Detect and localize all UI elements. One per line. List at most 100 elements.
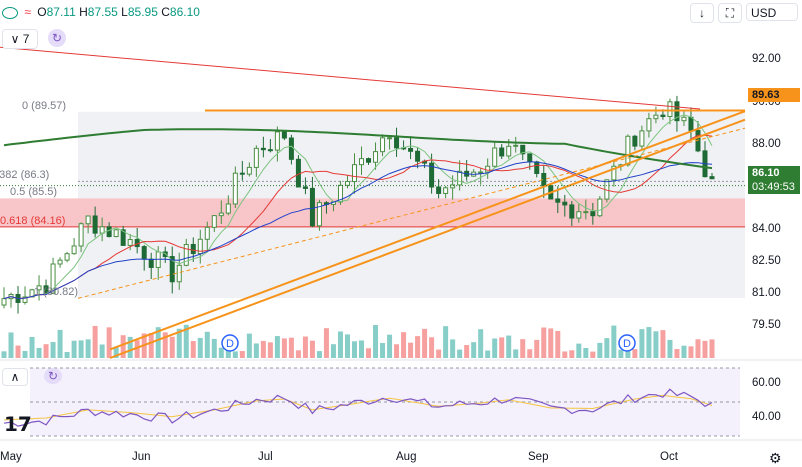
candle	[597, 198, 603, 217]
volume-bar	[183, 324, 189, 358]
volume-bar	[443, 326, 449, 358]
chevron-up-icon: ∧	[10, 370, 20, 384]
candle	[359, 158, 365, 166]
ma-short-line	[3, 114, 713, 300]
indicator-toggle[interactable]: ∨ 7	[2, 29, 38, 49]
dividend-label: D	[623, 338, 631, 350]
candle	[344, 181, 350, 186]
volume-bar	[246, 333, 252, 358]
volume-bar	[274, 336, 280, 358]
ma-long-line	[3, 128, 713, 170]
candle	[534, 161, 540, 174]
currency-button[interactable]: USD	[746, 3, 798, 21]
high-value: 87.55	[87, 5, 118, 19]
dividend-label: D	[226, 338, 234, 350]
volume-bar	[695, 339, 701, 358]
rsi-refresh-icon[interactable]: ↻	[44, 368, 62, 384]
resistance-trendline	[0, 46, 701, 110]
candle	[1, 298, 7, 306]
x-tick-label: Aug	[396, 451, 417, 463]
candle	[78, 223, 84, 247]
volume-bar	[618, 349, 624, 358]
volume-bar	[253, 343, 259, 358]
volume-bar	[190, 341, 196, 358]
volume-bar	[632, 349, 638, 358]
y-tick-label: 81.00	[752, 287, 781, 300]
volume-bar	[506, 335, 512, 358]
volume-bar	[534, 339, 540, 358]
volume-bar	[8, 332, 14, 358]
volume-bar	[29, 336, 35, 358]
volume-bar	[492, 338, 498, 358]
candle	[653, 114, 659, 120]
fib-level-label: 1 (80.82)	[34, 285, 79, 298]
candle	[225, 203, 231, 214]
candle	[197, 238, 203, 255]
candle	[429, 162, 435, 188]
volume-bar	[204, 331, 210, 358]
candle	[253, 147, 259, 168]
volume-bar	[576, 343, 582, 358]
candle	[204, 226, 210, 240]
volume-bar	[22, 350, 28, 358]
download-button[interactable]: ↓	[690, 3, 714, 23]
close-value: 86.10	[169, 5, 200, 19]
volume-bar	[513, 349, 519, 358]
candle	[646, 118, 652, 132]
candle	[190, 243, 196, 255]
candle	[246, 166, 252, 175]
rsi-toggle[interactable]: ∧	[2, 368, 28, 386]
x-tick-label: Oct	[660, 451, 678, 463]
volume-bar	[555, 330, 561, 358]
volume-bar	[394, 344, 400, 358]
x-tick-label: Jul	[258, 451, 273, 463]
candle	[415, 150, 421, 162]
volume-bar	[569, 350, 575, 358]
candle	[302, 186, 308, 189]
volume-bar	[99, 344, 105, 358]
volume-bar	[429, 337, 435, 358]
candle	[351, 164, 357, 183]
candle	[611, 165, 617, 181]
volume-bar	[78, 340, 84, 358]
low-value: 85.95	[127, 5, 158, 19]
top-bar: ≈ O87.11 H87.55 L85.95 C86.10 ↓ ⛶ USD	[0, 0, 802, 26]
volume-bar	[583, 347, 589, 358]
y-tick-label: 79.50	[752, 319, 781, 332]
countdown-tag: 03:49:53	[748, 180, 800, 194]
candle	[709, 176, 715, 180]
y-tick-label: 82.50	[752, 255, 781, 268]
volume-bar	[155, 327, 161, 358]
volume-bar	[337, 331, 343, 358]
volume-bar	[218, 347, 224, 358]
ma-blue-line	[3, 161, 713, 300]
volume-bar	[162, 332, 168, 358]
settings-icon[interactable]: ⚙	[769, 450, 782, 466]
volume-bar	[541, 327, 547, 358]
refresh-icon[interactable]: ↻	[48, 29, 66, 47]
volume-bar	[211, 338, 217, 358]
volume-bar	[709, 339, 715, 358]
fullscreen-button[interactable]: ⛶	[718, 3, 742, 23]
volume-bar	[344, 334, 350, 358]
volume-bar	[232, 351, 238, 358]
candle	[387, 137, 393, 140]
volume-bar	[281, 338, 287, 358]
eye-icon[interactable]	[2, 6, 18, 19]
candle	[22, 296, 28, 303]
candle	[660, 114, 666, 117]
support-channel-lower	[109, 118, 746, 359]
candle	[583, 211, 589, 214]
volume-bar	[225, 346, 231, 358]
candle	[281, 131, 287, 139]
volume-bar	[562, 351, 568, 358]
volume-bar	[267, 342, 273, 358]
rsi-ma-line	[3, 394, 713, 421]
candle	[688, 116, 694, 131]
interval-count: 7	[22, 32, 30, 46]
candle	[450, 184, 456, 189]
wave-icon[interactable]: ≈	[24, 5, 31, 19]
candle	[569, 204, 575, 219]
candle	[50, 263, 56, 294]
